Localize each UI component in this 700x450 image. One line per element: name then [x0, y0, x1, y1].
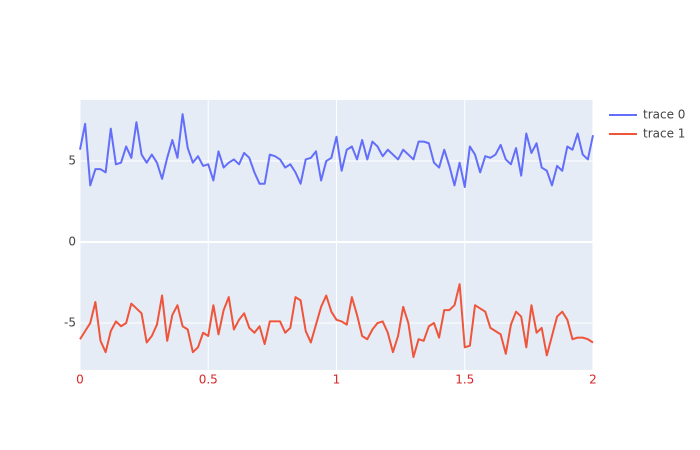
line-series: [79, 113, 594, 188]
x-tick-label: 2: [589, 373, 597, 387]
line-series: [79, 283, 594, 359]
y-tick-label: 5: [68, 154, 76, 168]
y-tick-label: 0: [68, 235, 76, 249]
x-tick-label: 1: [333, 373, 341, 387]
legend-label: trace 1: [643, 127, 685, 141]
x-tick-label: 0: [76, 373, 84, 387]
x-tick-label: 1.5: [455, 373, 474, 387]
legend-label: trace 0: [643, 108, 685, 122]
y-tick-label: -5: [64, 316, 76, 330]
x-tick-label: 0.5: [199, 373, 218, 387]
